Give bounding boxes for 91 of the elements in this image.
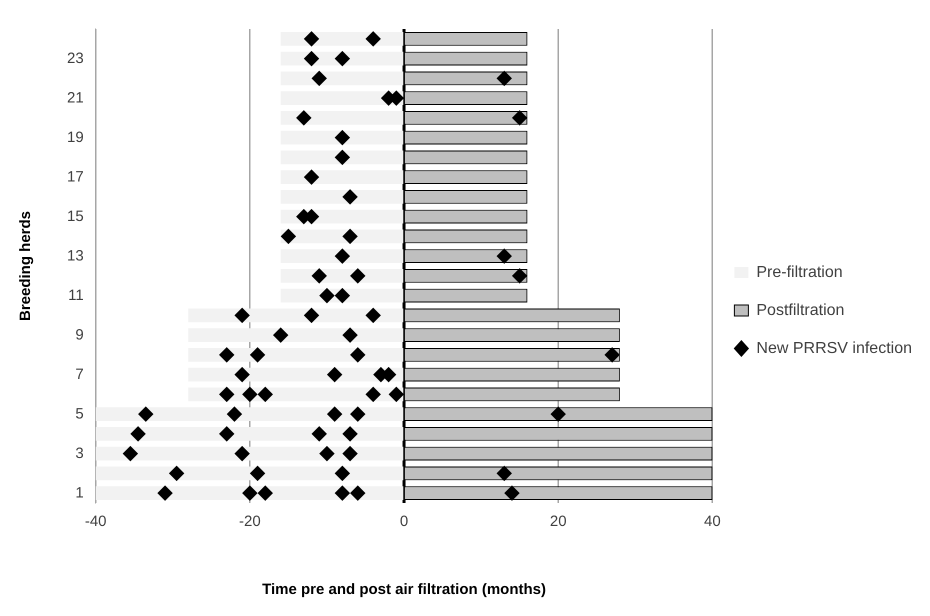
y-tick-label: 15 — [66, 208, 84, 225]
point — [350, 406, 366, 422]
point — [169, 466, 184, 481]
point — [366, 386, 381, 402]
point — [334, 466, 350, 481]
point — [550, 406, 566, 422]
point — [280, 228, 296, 244]
legend-label: Postfiltration — [756, 302, 844, 319]
point — [219, 347, 234, 362]
bar — [280, 249, 404, 264]
point — [350, 268, 366, 284]
point — [496, 466, 512, 481]
y-axis-title: Breeding herds — [17, 210, 34, 322]
point — [304, 308, 320, 323]
point — [273, 328, 288, 343]
point — [342, 426, 358, 442]
x-tick-label: 20 — [550, 513, 567, 530]
point — [138, 406, 154, 422]
point — [350, 347, 366, 362]
point — [242, 486, 258, 501]
bar — [280, 130, 404, 145]
point — [312, 268, 327, 284]
point — [512, 110, 528, 126]
legend-label: New PRRSV infection — [756, 340, 912, 357]
bar — [280, 190, 404, 204]
point — [342, 189, 358, 204]
x-tick-label: 0 — [400, 513, 408, 530]
point — [312, 70, 327, 86]
point — [342, 328, 358, 343]
bar — [96, 466, 404, 480]
x-tick-label: 40 — [704, 513, 721, 530]
point — [304, 170, 320, 185]
point — [226, 406, 242, 422]
x-tick-label: -40 — [84, 513, 107, 530]
point — [258, 486, 273, 501]
point — [327, 367, 342, 382]
point — [130, 426, 146, 442]
point — [334, 248, 350, 264]
bar — [280, 170, 404, 184]
bar — [188, 328, 404, 342]
point — [219, 426, 234, 442]
point — [319, 288, 334, 304]
y-tick-label: 1 — [75, 484, 84, 502]
y-tick-label: 3 — [75, 444, 84, 462]
point — [304, 51, 320, 66]
point — [234, 446, 250, 462]
point — [312, 426, 327, 442]
y-tick-label: 17 — [66, 168, 84, 186]
point — [496, 248, 512, 264]
y-tick-label: 11 — [68, 286, 84, 304]
point — [366, 308, 381, 323]
point — [250, 347, 266, 362]
x-tick-label: -20 — [239, 513, 261, 530]
point — [496, 70, 512, 86]
point — [250, 466, 266, 481]
y-tick-label: 7 — [75, 366, 84, 383]
y-tick-label: 23 — [66, 50, 84, 67]
point — [512, 268, 528, 284]
point — [334, 51, 350, 66]
point — [504, 486, 520, 501]
bar — [280, 150, 404, 164]
point — [242, 386, 258, 402]
legend-label: Pre-filtration — [756, 264, 843, 281]
point — [366, 31, 381, 46]
point — [604, 347, 620, 362]
point — [219, 386, 234, 402]
point — [342, 228, 358, 244]
point — [234, 308, 250, 323]
bar — [280, 71, 404, 86]
point — [258, 386, 273, 402]
point — [334, 486, 350, 501]
point — [319, 446, 334, 462]
point — [296, 110, 312, 126]
point — [158, 486, 173, 501]
y-tick-label: 13 — [66, 247, 84, 264]
point — [122, 446, 138, 462]
point — [334, 150, 350, 165]
point — [342, 446, 358, 462]
y-tick-label: 19 — [66, 128, 84, 146]
point — [388, 386, 404, 402]
point — [234, 367, 250, 382]
point — [334, 130, 350, 146]
y-tick-label: 9 — [75, 326, 84, 344]
x-axis-title: Time pre and post air filtration (months) — [262, 581, 546, 598]
bar — [280, 110, 404, 125]
y-tick-label: 21 — [66, 89, 84, 106]
point — [350, 486, 366, 501]
point — [334, 288, 350, 304]
point — [327, 406, 342, 422]
point — [304, 31, 320, 46]
y-tick-label: 5 — [75, 405, 84, 422]
